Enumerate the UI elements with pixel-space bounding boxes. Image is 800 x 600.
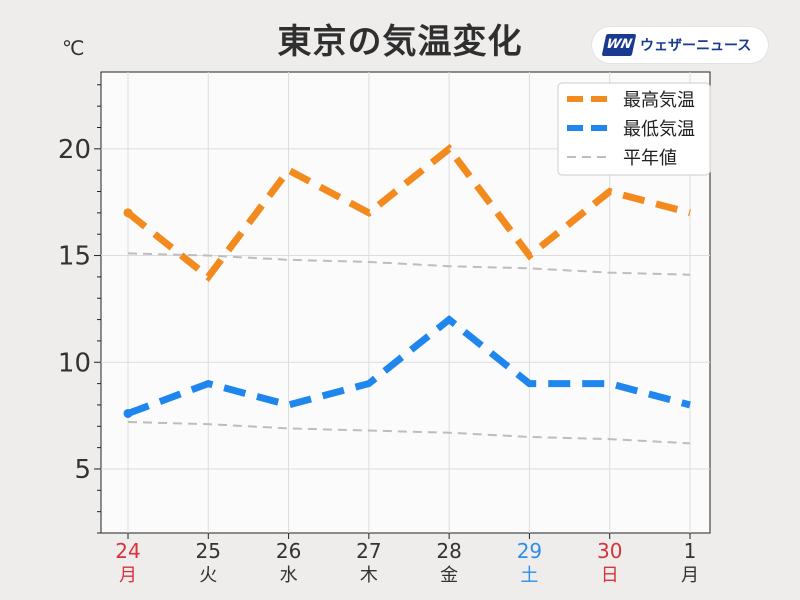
x-tick-label-weekday: 月 <box>681 565 699 586</box>
y-axis-ticks: 5 10 15 20 <box>58 84 691 539</box>
series-lines <box>123 143 691 445</box>
y-tick-label: 15 <box>58 242 91 272</box>
series-high-start-point <box>123 208 133 218</box>
brand-name: ウェザーニュース <box>640 38 752 54</box>
legend-label: 最低気温 <box>623 119 695 140</box>
x-tick-label-day: 25 <box>196 539 221 563</box>
legend-label: 最高気温 <box>623 90 695 111</box>
x-tick-label-day: 29 <box>517 539 542 563</box>
series-normal-line <box>127 252 691 276</box>
legend-label: 平年値 <box>623 148 677 169</box>
x-tick-label-day: 1 <box>684 539 697 563</box>
series-high-line <box>125 143 691 282</box>
x-tick-label-day: 27 <box>356 539 381 563</box>
x-tick-label-day: 28 <box>436 539 461 563</box>
y-tick-label: 10 <box>58 348 91 378</box>
series-low-line <box>126 315 691 417</box>
x-tick-label-weekday: 日 <box>601 565 619 586</box>
x-tick-label-weekday: 火 <box>199 565 217 586</box>
series-low-start-point <box>123 408 133 418</box>
legend-box <box>557 82 711 176</box>
x-tick-label-day: 24 <box>115 539 140 563</box>
x-tick-label-weekday: 金 <box>440 565 458 586</box>
y-tick-label: 20 <box>58 135 91 165</box>
x-tick-label-weekday: 月 <box>119 565 137 586</box>
chart-title: 東京の気温変化 <box>277 22 523 62</box>
x-tick-label-weekday: 水 <box>280 565 298 586</box>
grid-lines <box>101 72 710 533</box>
series-normal-line <box>127 421 691 445</box>
brand-logo: WN ウェザーニュース <box>592 27 768 63</box>
x-tick-label-day: 30 <box>597 539 622 563</box>
x-tick-label-weekday: 木 <box>360 565 378 586</box>
x-tick-label-weekday: 土 <box>520 565 538 586</box>
x-tick-label-day: 26 <box>276 539 301 563</box>
y-tick-label: 5 <box>74 455 91 485</box>
y-axis-unit: ℃ <box>62 36 85 60</box>
